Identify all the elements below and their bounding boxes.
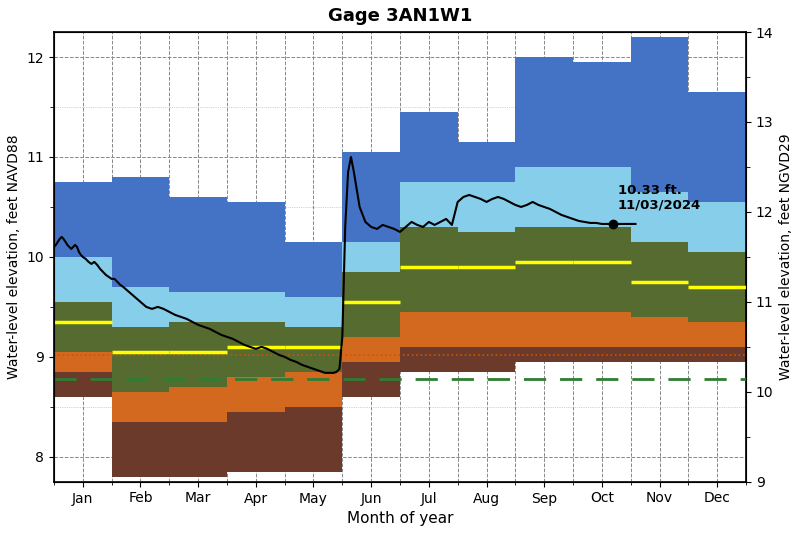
Bar — [688, 252, 746, 322]
Bar — [458, 142, 515, 182]
Bar — [573, 227, 630, 312]
Bar — [342, 242, 400, 272]
Text: 10.33 ft.
11/03/2024: 10.33 ft. 11/03/2024 — [618, 184, 702, 212]
Bar — [170, 422, 227, 477]
Bar — [54, 372, 112, 397]
Bar — [54, 302, 112, 352]
Bar — [285, 407, 342, 472]
Bar — [285, 297, 342, 327]
Bar — [285, 372, 342, 407]
Bar — [458, 232, 515, 312]
Bar — [54, 257, 112, 302]
Y-axis label: Water-level elevation, feet NGVD29: Water-level elevation, feet NGVD29 — [779, 134, 793, 380]
Bar — [630, 37, 688, 192]
Y-axis label: Water-level elevation, feet NAVD88: Water-level elevation, feet NAVD88 — [7, 135, 21, 379]
Bar — [400, 182, 458, 227]
Bar — [515, 347, 573, 362]
Bar — [227, 377, 285, 412]
Bar — [573, 312, 630, 347]
Bar — [342, 337, 400, 362]
Bar — [112, 327, 170, 392]
Bar — [688, 92, 746, 202]
Bar — [630, 347, 688, 362]
Bar — [112, 287, 170, 327]
Bar — [285, 242, 342, 297]
Bar — [227, 202, 285, 292]
X-axis label: Month of year: Month of year — [346, 511, 454, 526]
Bar — [112, 177, 170, 287]
Bar — [342, 362, 400, 397]
Bar — [400, 347, 458, 372]
Bar — [170, 387, 227, 422]
Bar — [688, 202, 746, 252]
Bar — [342, 152, 400, 242]
Title: Gage 3AN1W1: Gage 3AN1W1 — [328, 7, 472, 25]
Bar — [458, 312, 515, 347]
Bar — [515, 312, 573, 347]
Bar — [458, 182, 515, 232]
Bar — [112, 392, 170, 422]
Bar — [630, 242, 688, 317]
Bar — [54, 352, 112, 372]
Bar — [688, 322, 746, 347]
Bar — [54, 182, 112, 257]
Bar — [285, 327, 342, 372]
Bar — [515, 167, 573, 227]
Bar — [688, 347, 746, 362]
Bar — [400, 112, 458, 182]
Bar — [170, 292, 227, 322]
Bar — [515, 227, 573, 312]
Bar — [227, 292, 285, 322]
Bar — [170, 322, 227, 387]
Bar — [227, 412, 285, 472]
Bar — [170, 197, 227, 292]
Bar — [630, 317, 688, 347]
Bar — [515, 57, 573, 167]
Bar — [342, 272, 400, 337]
Bar — [630, 192, 688, 242]
Bar — [573, 62, 630, 167]
Bar — [400, 312, 458, 347]
Bar — [573, 347, 630, 362]
Bar — [573, 167, 630, 227]
Bar — [400, 227, 458, 312]
Bar — [227, 322, 285, 377]
Bar — [112, 422, 170, 477]
Bar — [458, 347, 515, 372]
